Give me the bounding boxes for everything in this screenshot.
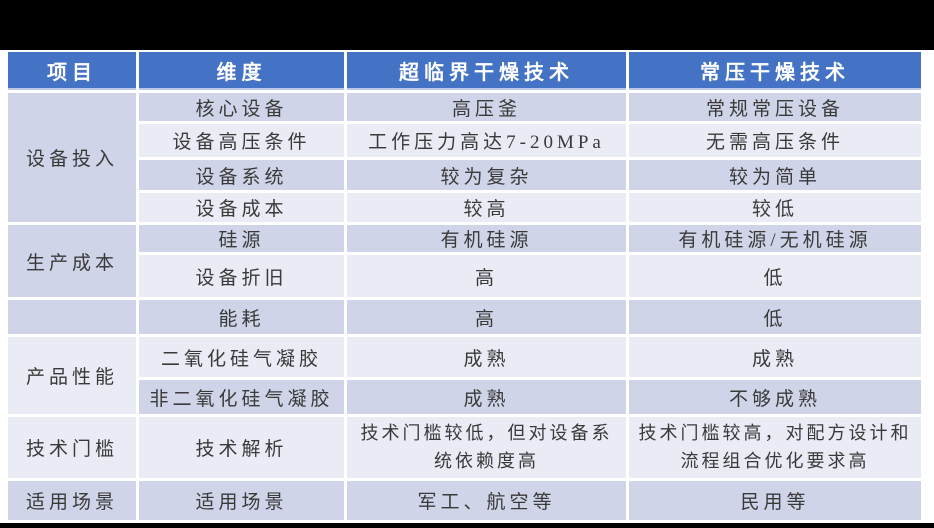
dimension-cell: 设备成本: [139, 193, 344, 222]
dimension-cell: 二氧化硅气凝胶: [139, 337, 344, 377]
item-cell: 生产成本: [8, 225, 136, 297]
letterbox-bottom-bar: [0, 523, 934, 528]
dimension-cell: 技术解析: [139, 417, 344, 478]
atmospheric-value-cell: 民用等: [629, 481, 921, 520]
header-row: 项目 维度 超临界干燥技术 常压干燥技术: [8, 52, 921, 90]
atmospheric-value-cell: 成熟: [629, 337, 921, 377]
item-cell: 产品性能: [8, 337, 136, 414]
dimension-cell: 设备系统: [139, 160, 344, 190]
table-row: 设备折旧 高 低: [8, 255, 921, 297]
dimension-cell: 核心设备: [139, 93, 344, 121]
item-cell: 适用场景: [8, 481, 136, 520]
table-row: 技术门槛 技术解析 技术门槛较低，但对设备系统依赖度高 技术门槛较高，对配方设计…: [8, 417, 921, 478]
table-row: 设备系统 较为复杂 较为简单: [8, 160, 921, 190]
item-cell: 技术门槛: [8, 417, 136, 478]
dimension-cell: 硅源: [139, 225, 344, 252]
dimension-cell: 适用场景: [139, 481, 344, 520]
table-row: 设备成本 较高 较低: [8, 193, 921, 222]
table-row: 能耗 高 低: [8, 300, 921, 334]
table-row: 设备投入 核心设备 高压釜 常规常压设备: [8, 93, 921, 222]
supercritical-value-cell: 军工、航空等: [347, 481, 626, 520]
header-item: 项目: [8, 52, 136, 90]
header-supercritical: 超临界干燥技术: [347, 52, 626, 90]
item-cell: [8, 300, 136, 334]
table-row: 设备高压条件 工作压力高达7-20MPa 无需高压条件: [8, 124, 921, 157]
atmospheric-value-cell: 有机硅源/无机硅源: [629, 225, 921, 252]
dimension-cell: 设备折旧: [139, 255, 344, 297]
item-cell: 设备投入: [8, 93, 136, 222]
dimension-cell: 设备高压条件: [139, 124, 344, 157]
supercritical-value-cell: 高: [347, 255, 626, 297]
supercritical-value-cell: 工作压力高达7-20MPa: [347, 124, 626, 157]
letterbox-top-bar: [0, 0, 934, 50]
atmospheric-value-cell: 技术门槛较高，对配方设计和流程组合优化要求高: [629, 417, 921, 478]
supercritical-value-cell: 有机硅源: [347, 225, 626, 252]
atmospheric-value-cell: 较为简单: [629, 160, 921, 190]
supercritical-value-cell: 高压釜: [347, 93, 626, 121]
comparison-table: 项目 维度 超临界干燥技术 常压干燥技术 设备投入 核心设备 高压釜 常规常压设…: [5, 49, 924, 523]
table-row: 非二氧化硅气凝胶 成熟 不够成熟: [8, 380, 921, 414]
atmospheric-value-cell: 无需高压条件: [629, 124, 921, 157]
header-dimension: 维度: [139, 52, 344, 90]
supercritical-value-cell: 成熟: [347, 337, 626, 377]
supercritical-value-cell: 高: [347, 300, 626, 334]
dimension-cell: 非二氧化硅气凝胶: [139, 380, 344, 414]
atmospheric-value-cell: 不够成熟: [629, 380, 921, 414]
header-atmospheric: 常压干燥技术: [629, 52, 921, 90]
atmospheric-value-cell: 低: [629, 255, 921, 297]
supercritical-value-cell: 较高: [347, 193, 626, 222]
supercritical-value-cell: 成熟: [347, 380, 626, 414]
supercritical-value-cell: 技术门槛较低，但对设备系统依赖度高: [347, 417, 626, 478]
atmospheric-value-cell: 常规常压设备: [629, 93, 921, 121]
supercritical-value-cell: 较为复杂: [347, 160, 626, 190]
dimension-cell: 能耗: [139, 300, 344, 334]
table-row: 生产成本 硅源 有机硅源 有机硅源/无机硅源: [8, 225, 921, 297]
table-row: 适用场景 适用场景 军工、航空等 民用等: [8, 481, 921, 520]
atmospheric-value-cell: 低: [629, 300, 921, 334]
table-row: 产品性能 二氧化硅气凝胶 成熟 成熟: [8, 337, 921, 414]
atmospheric-value-cell: 较低: [629, 193, 921, 222]
